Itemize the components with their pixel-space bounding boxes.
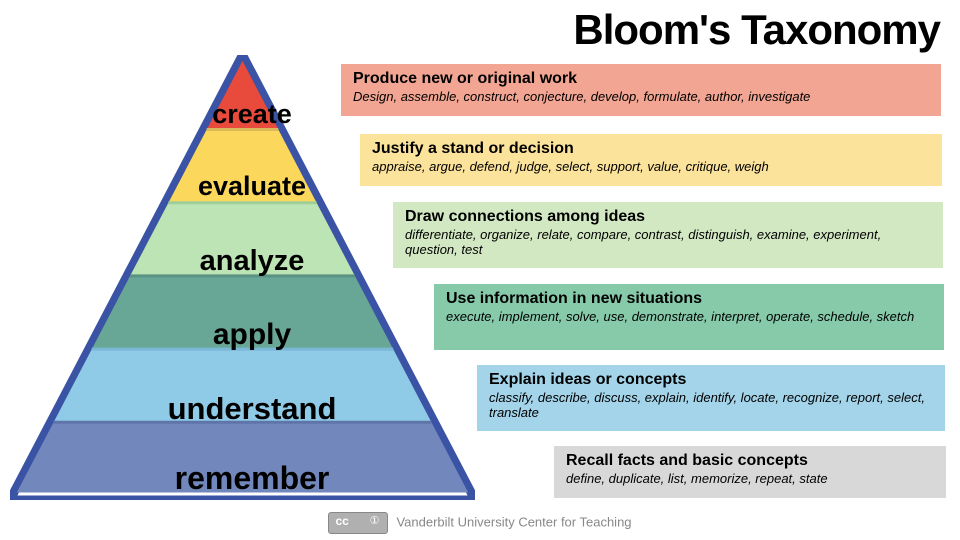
desc-verbs: Design, assemble, construct, conjecture,…	[353, 90, 931, 105]
desc-verbs: differentiate, organize, relate, compare…	[405, 228, 933, 258]
desc-create: Produce new or original work Design, asse…	[341, 64, 941, 116]
desc-heading: Draw connections among ideas	[405, 208, 933, 226]
desc-verbs: define, duplicate, list, memorize, repea…	[566, 472, 936, 487]
desc-analyze: Draw connections among ideas differentiat…	[393, 202, 943, 268]
desc-heading: Use information in new situations	[446, 290, 934, 308]
footer-text: Vanderbilt University Center for Teachin…	[396, 514, 631, 529]
desc-verbs: classify, describe, discuss, explain, id…	[489, 391, 935, 421]
label-create: create	[212, 99, 292, 130]
desc-heading: Explain ideas or concepts	[489, 371, 935, 389]
desc-heading: Produce new or original work	[353, 70, 931, 88]
footer: Vanderbilt University Center for Teachin…	[0, 512, 960, 534]
desc-remember: Recall facts and basic concepts define, d…	[554, 446, 946, 498]
desc-heading: Justify a stand or decision	[372, 140, 932, 158]
desc-verbs: execute, implement, solve, use, demonstr…	[446, 310, 934, 325]
desc-understand: Explain ideas or concepts classify, descr…	[477, 365, 945, 431]
label-apply: apply	[213, 318, 291, 352]
desc-apply: Use information in new situations execute…	[434, 284, 944, 350]
label-remember: remember	[175, 460, 330, 497]
desc-heading: Recall facts and basic concepts	[566, 452, 936, 470]
pyramid: create evaluate analyze apply understand…	[10, 55, 475, 500]
page-title: Bloom's Taxonomy	[573, 6, 940, 54]
desc-verbs: appraise, argue, defend, judge, select, …	[372, 160, 932, 175]
cc-by-icon	[328, 512, 388, 534]
label-understand: understand	[168, 391, 337, 427]
label-evaluate: evaluate	[198, 171, 306, 202]
desc-evaluate: Justify a stand or decision appraise, arg…	[360, 134, 942, 186]
label-analyze: analyze	[200, 245, 305, 278]
